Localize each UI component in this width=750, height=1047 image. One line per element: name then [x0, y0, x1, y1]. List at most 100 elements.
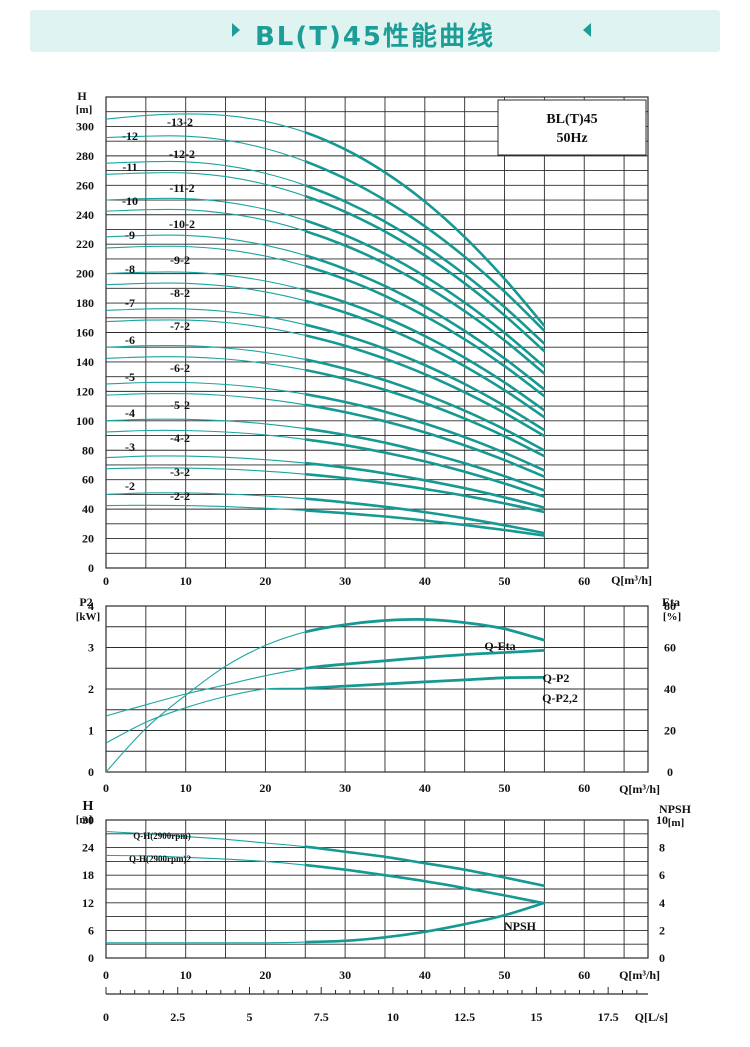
flow-ls-tick-label: 15	[530, 1010, 542, 1024]
power-y-tick-label: 4	[88, 599, 94, 613]
npsh-x-tick-label: 0	[103, 968, 109, 982]
head-curve-operating-range	[305, 334, 546, 438]
power-y2-tick-label: 60	[664, 641, 676, 655]
power-y2-tick-label: 0	[667, 765, 673, 779]
power-y2-axis-label: Eta	[662, 595, 680, 609]
head-curve-label: -11	[122, 160, 137, 174]
head-y-tick-label: 40	[82, 502, 94, 516]
head-legend-box	[497, 99, 647, 156]
head-curve-label: -7	[125, 296, 135, 310]
head-curve-label: -3	[125, 440, 135, 454]
head-curve-operating-range	[305, 288, 546, 412]
head-curve-operating-range	[305, 461, 545, 509]
head-curve-operating-range	[305, 323, 546, 432]
power-x-tick-label: 10	[180, 781, 192, 795]
flow-ls-axis-label: Q[L/s]	[635, 1010, 668, 1024]
head-y-axis-unit: [m]	[76, 104, 93, 116]
power-x-tick-label: 30	[339, 781, 351, 795]
head-curve-operating-range	[305, 472, 545, 514]
flow-ls-tick-label: 5	[246, 1010, 252, 1024]
npsh-series-label: Q-H(2900rpm)2	[129, 854, 191, 864]
head-x-tick-label: 60	[578, 574, 590, 588]
head-x-axis-label: Q[m³/h]	[611, 573, 652, 587]
head-curve-operating-range	[305, 403, 545, 478]
head-y-tick-label: 220	[76, 237, 94, 251]
head-curve-operating-range	[305, 509, 545, 537]
npsh-y2-axis-label: NPSH	[659, 802, 692, 816]
power-y2-axis-unit: [%]	[663, 611, 681, 623]
power-y2-tick-label: 20	[664, 724, 676, 738]
npsh-y-axis-label: H	[83, 799, 94, 814]
power-curve-operating-range	[305, 649, 545, 670]
npsh-y2-tick-label: 8	[659, 841, 665, 855]
power-x-tick-label: 40	[419, 781, 431, 795]
head-y-tick-label: 120	[76, 384, 94, 398]
head-y-tick-label: 180	[76, 296, 94, 310]
power-y2-tick-label: 80	[664, 599, 676, 613]
npsh-y2-tick-label: 10	[656, 813, 668, 827]
power-x-tick-label: 20	[259, 781, 271, 795]
npsh-y-tick-label: 6	[88, 923, 94, 937]
npsh-y2-tick-label: 0	[659, 951, 665, 965]
head-curve-label: -5-2	[170, 398, 190, 412]
npsh-x-tick-label: 20	[259, 968, 271, 982]
head-y-tick-label: 80	[82, 443, 94, 457]
head-curve-label: -6-2	[170, 361, 190, 375]
head-x-tick-label: 20	[259, 574, 271, 588]
power-x-tick-label: 0	[103, 781, 109, 795]
head-curve-label: -3-2	[170, 465, 190, 479]
head-curve-operating-range	[305, 218, 546, 368]
head-curve-operating-range	[305, 183, 546, 345]
head-y-tick-label: 300	[76, 119, 94, 133]
head-curve-operating-range	[305, 368, 545, 458]
power-curve-operating-range	[305, 676, 545, 690]
npsh-y2-tick-label: 6	[659, 868, 665, 882]
npsh-series-label: NPSH	[504, 919, 537, 933]
head-curve-operating-range	[305, 427, 545, 492]
head-curve-label: -4	[125, 406, 135, 420]
head-curve-operating-range	[305, 497, 545, 535]
head-curve-operating-range	[305, 159, 546, 332]
npsh-y-tick-label: 0	[88, 951, 94, 965]
head-y-tick-label: 280	[76, 149, 94, 163]
head-curve-operating-range	[305, 229, 546, 375]
head-curve-label: -9-2	[170, 253, 190, 267]
head-curve-operating-range	[305, 254, 546, 391]
npsh-curve	[105, 902, 545, 944]
head-y-tick-label: 160	[76, 326, 94, 340]
head-curve-operating-range	[305, 194, 546, 353]
npsh-curve-operating-range	[305, 901, 545, 944]
npsh-y-tick-label: 12	[82, 896, 94, 910]
npsh-y2-tick-label: 4	[659, 896, 665, 910]
title-banner: BL(T)45性能曲线	[30, 10, 720, 52]
head-curve-label: -13-2	[167, 115, 193, 129]
power-y2-tick-label: 40	[664, 682, 676, 696]
npsh-y-tick-label: 24	[82, 841, 94, 855]
power-curve-operating-range	[305, 617, 545, 642]
npsh-curve-operating-range	[305, 863, 545, 905]
head-curve-label: -10	[122, 194, 138, 208]
head-curve-label: -10-2	[169, 217, 195, 231]
head-curve-operating-range	[305, 299, 546, 419]
power-series-label: Q-Eta	[484, 639, 515, 653]
npsh-x-tick-label: 40	[419, 968, 431, 982]
head-y-tick-label: 60	[82, 473, 94, 487]
power-y-tick-label: 2	[88, 682, 94, 696]
head-curve-label: -12	[122, 129, 138, 143]
head-y-tick-label: 260	[76, 178, 94, 192]
head-y-tick-label: 140	[76, 355, 94, 369]
npsh-series-label: Q-H(2900rpm)	[133, 831, 191, 841]
npsh-y-tick-label: 18	[82, 868, 94, 882]
power-y-tick-label: 0	[88, 765, 94, 779]
head-y-tick-label: 100	[76, 414, 94, 428]
head-x-tick-label: 30	[339, 574, 351, 588]
flow-ls-tick-label: 7.5	[314, 1010, 329, 1024]
left-arrow-icon	[232, 23, 240, 37]
head-curve-label: -9	[125, 228, 135, 242]
head-chart-subtitle: 50Hz	[556, 131, 587, 146]
power-x-tick-label: 60	[578, 781, 590, 795]
head-curve-label: -4-2	[170, 431, 190, 445]
right-arrow-icon	[583, 23, 591, 37]
npsh-curve-operating-range	[305, 845, 545, 888]
flow-ls-tick-label: 17.5	[598, 1010, 619, 1024]
